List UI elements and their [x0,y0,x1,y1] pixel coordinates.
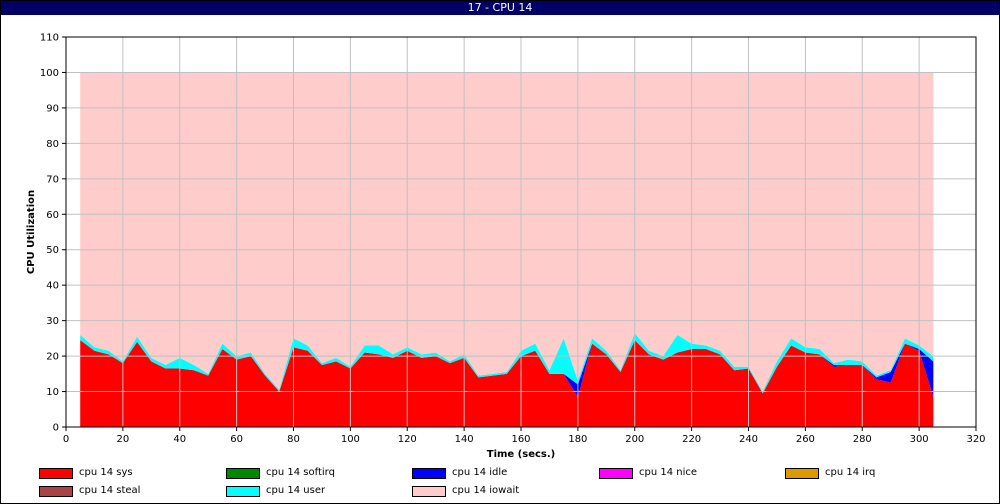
y-tick-label: 0 [53,423,59,434]
legend-label: cpu 14 sys [79,467,133,478]
y-axis-label: CPU Utilization [26,190,37,274]
window-title: 17 - CPU 14 [1,1,999,15]
y-tick-label: 50 [46,245,59,256]
legend-label: cpu 14 steal [79,485,141,496]
legend-label: cpu 14 iowait [452,485,520,496]
y-tick-label: 30 [46,316,59,327]
x-tick-label: 60 [230,434,243,445]
legend-item: cpu 14 sys [39,467,133,481]
legend-label: cpu 14 idle [452,467,508,478]
legend-item: cpu 14 steal [39,485,140,499]
x-axis-label: Time (secs.) [487,449,556,460]
x-tick-label: 180 [568,434,587,445]
legend-swatch [226,485,260,497]
legend-label: cpu 14 user [266,485,326,496]
y-tick-label: 70 [46,174,59,185]
legend-item: cpu 14 user [226,485,325,499]
legend-item: cpu 14 irq [785,467,875,481]
legend-swatch [785,467,819,479]
x-tick-label: 20 [117,434,130,445]
x-tick-label: 120 [398,434,417,445]
y-tick-label: 100 [40,68,59,79]
legend-item: cpu 14 softirq [226,467,335,481]
y-tick-label: 10 [46,387,59,398]
y-tick-label: 20 [46,352,59,363]
x-tick-label: 220 [682,434,701,445]
x-tick-label: 40 [173,434,186,445]
legend-swatch [412,485,446,497]
x-tick-label: 80 [287,434,300,445]
x-tick-label: 200 [625,434,644,445]
chart-legend: cpu 14 sys cpu 14 softirq cpu 14 idle cpu 1… [1,463,999,503]
legend-label: cpu 14 softirq [266,467,335,478]
x-tick-label: 240 [739,434,758,445]
x-tick-label: 140 [455,434,474,445]
legend-swatch [39,467,73,479]
x-tick-label: 0 [63,434,69,445]
cpu-utilization-chart: 0 20 40 60 80 100 120 140 160 180 200 220 240 260 280 3… [26,33,986,461]
y-tick-label: 80 [46,139,59,150]
x-tick-label: 100 [341,434,360,445]
legend-swatch [226,467,260,479]
x-tick-label: 320 [966,434,985,445]
x-tick-label: 300 [910,434,929,445]
x-tick-label: 280 [853,434,872,445]
legend-label: cpu 14 nice [639,467,698,478]
y-tick-label: 90 [46,103,59,114]
y-tick-label: 60 [46,210,59,221]
y-tick-label: 110 [40,33,59,44]
legend-item: cpu 14 nice [599,467,697,481]
legend-item: cpu 14 iowait [412,485,519,499]
legend-item: cpu 14 idle [412,467,507,481]
legend-swatch [39,485,73,497]
x-tick-label: 260 [796,434,815,445]
legend-swatch [599,467,633,479]
y-tick-label: 40 [46,281,59,292]
x-tick-label: 160 [511,434,530,445]
legend-swatch [412,467,446,479]
legend-label: cpu 14 irq [825,467,876,478]
